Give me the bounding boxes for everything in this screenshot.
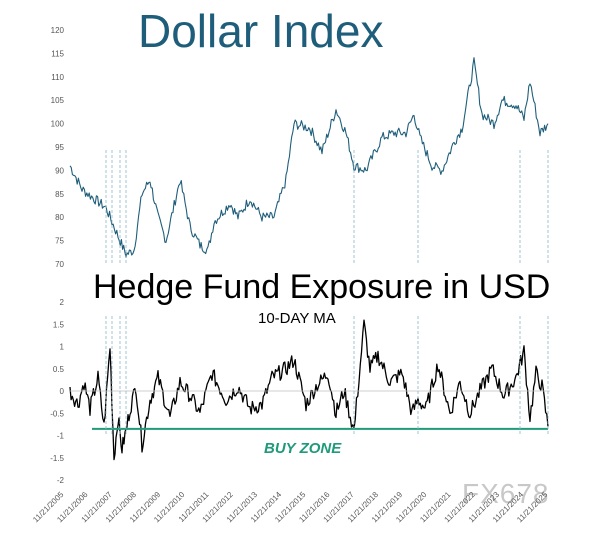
y-tick-label: 2 (60, 298, 65, 307)
y-tick-label: -1.5 (50, 454, 64, 463)
y-tick-label: 95 (55, 143, 64, 152)
hedge-fund-title: Hedge Fund Exposure in USD (93, 268, 551, 306)
y-tick-label: 0 (60, 387, 65, 396)
y-tick-label: 120 (51, 26, 65, 35)
y-tick-label: 115 (51, 49, 64, 58)
y-tick-label: 100 (51, 120, 65, 129)
hedge-fund-plot: -2-1.5-1-0.500.511.5211/21/200511/21/200… (31, 298, 550, 524)
y-tick-label: -1 (57, 432, 65, 441)
y-tick-label: 70 (55, 260, 64, 269)
y-tick-label: -2 (57, 476, 65, 485)
hedge-fund-subtitle: 10-DAY MA (258, 310, 336, 327)
y-tick-label: 1 (60, 343, 65, 352)
y-tick-label: 80 (55, 213, 64, 222)
y-tick-label: 85 (55, 190, 64, 199)
hedge-fund-exposure-line (69, 319, 549, 461)
dollar-index-title: Dollar Index (138, 5, 384, 57)
y-tick-label: 105 (51, 96, 65, 105)
y-tick-label: 75 (55, 237, 64, 246)
y-tick-label: -0.5 (50, 409, 64, 418)
dollar-index-line (69, 57, 549, 258)
y-tick-label: 110 (51, 73, 64, 82)
y-tick-label: 0.5 (53, 365, 65, 374)
watermark: FX678 (462, 478, 550, 509)
y-tick-label: 90 (55, 166, 64, 175)
y-tick-label: 1.5 (53, 320, 65, 329)
dollar-index-plot: 70 75 80 85 90 95 100 105 110 115 120 (51, 26, 549, 269)
buy-zone-label: BUY ZONE (264, 440, 342, 457)
